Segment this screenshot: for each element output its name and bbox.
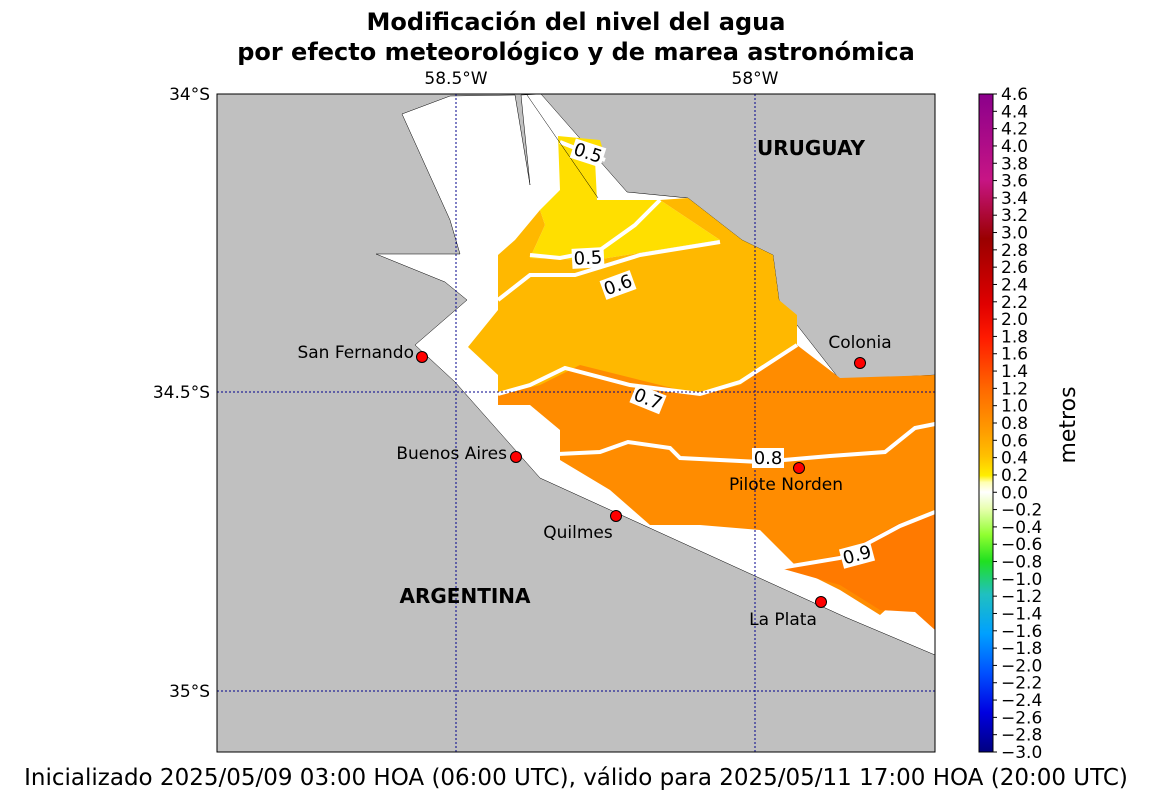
colorbar-tick-label: −0.2 bbox=[1001, 501, 1042, 521]
contour-label-bg bbox=[569, 138, 607, 168]
colorbar-tick-label: −0.8 bbox=[1001, 553, 1042, 573]
lon-tick-label: 58.5°W bbox=[424, 69, 487, 89]
colorbar-tick-label: −2.0 bbox=[1001, 656, 1042, 676]
colorbar-tick-label: 1.8 bbox=[1001, 327, 1028, 347]
place-label-san-fernando: San Fernando bbox=[297, 343, 414, 363]
colorbar-tick-label: 0.2 bbox=[1001, 466, 1028, 486]
lat-tick-label: 35°S bbox=[169, 682, 210, 702]
station-marker-colonia bbox=[854, 357, 866, 369]
colorbar-tick-label: 2.6 bbox=[1001, 258, 1028, 278]
station-marker-pilote-norden bbox=[793, 462, 805, 474]
colorbar-tick-label: 1.0 bbox=[1001, 397, 1028, 417]
band-0-7-to-0-9 bbox=[498, 345, 935, 615]
band-0-4-to-0-5 bbox=[530, 136, 720, 260]
colorbar-tick-label: 1.2 bbox=[1001, 379, 1028, 399]
colorbar-tick-label: 3.2 bbox=[1001, 206, 1028, 226]
colorbar-tick-label: −2.6 bbox=[1001, 708, 1042, 728]
station-marker-la-plata bbox=[815, 596, 827, 608]
colorbar-tick-label: −1.4 bbox=[1001, 604, 1042, 624]
colorbar-tick-label: −3.0 bbox=[1001, 743, 1042, 763]
colorbar-tick-label: 0.8 bbox=[1001, 414, 1028, 434]
colorbar-tick-label: −0.6 bbox=[1001, 535, 1042, 555]
place-label-quilmes: Quilmes bbox=[543, 523, 613, 543]
contour-line bbox=[497, 343, 799, 397]
colorbar-tick-label: 4.0 bbox=[1001, 137, 1028, 157]
colorbar-tick-label: 3.8 bbox=[1001, 154, 1028, 174]
colorbar-tick-label: 0.6 bbox=[1001, 431, 1028, 451]
station-markers bbox=[416, 351, 866, 608]
colorbar-tick-label: 2.0 bbox=[1001, 310, 1028, 330]
contour-line bbox=[496, 240, 721, 302]
station-marker-buenos-aires bbox=[510, 451, 522, 463]
colorbar bbox=[978, 93, 994, 753]
map-title-line1: Modificación del nivel del agua bbox=[366, 8, 786, 36]
colorbar-tick-label: 3.0 bbox=[1001, 224, 1028, 244]
colorbar-tick-label: 2.8 bbox=[1001, 241, 1028, 261]
lat-tick-label: 34.5°S bbox=[153, 383, 210, 403]
graticule bbox=[217, 94, 935, 752]
colorbar-tick-label: −1.2 bbox=[1001, 587, 1042, 607]
map-title-line2: por efecto meteorológico y de marea astr… bbox=[237, 38, 915, 66]
contour-label-bg bbox=[838, 541, 876, 569]
lat-tick-label: 34°S bbox=[169, 85, 210, 105]
country-label-uruguay: URUGUAY bbox=[757, 136, 865, 160]
colorbar-label: metros bbox=[1056, 386, 1081, 463]
colorbar-tick-label: 3.4 bbox=[1001, 189, 1028, 209]
colorbar-tick-label: −1.8 bbox=[1001, 639, 1042, 659]
band-0-9-to-1-0 bbox=[780, 512, 935, 630]
colorbar-tick-label: 4.4 bbox=[1001, 102, 1028, 122]
colorbar-tick-label: 0.0 bbox=[1001, 483, 1028, 503]
contour-label-bg bbox=[752, 448, 784, 468]
band-0-5-to-0-7 bbox=[468, 198, 797, 398]
contour-label-bg bbox=[571, 247, 605, 269]
contour-label-0-8: 0.8 bbox=[754, 448, 783, 469]
footer-validity: Inicializado 2025/05/09 03:00 HOA (06:00… bbox=[24, 765, 1128, 791]
contour-line bbox=[557, 422, 936, 465]
colorbar-tick-label: 4.6 bbox=[1001, 85, 1028, 105]
colorbar-tick-label: −1.6 bbox=[1001, 622, 1042, 642]
colorbar-tick-label: 1.4 bbox=[1001, 362, 1028, 382]
contour-label-0-5: 0.5 bbox=[573, 247, 603, 269]
station-marker-san-fernando bbox=[416, 351, 428, 363]
colorbar-tick-label: −2.4 bbox=[1001, 691, 1042, 711]
colorbar-tick-label: −0.4 bbox=[1001, 518, 1042, 538]
contour-label-bg bbox=[629, 383, 667, 415]
colorbar-tick-label: −2.2 bbox=[1001, 674, 1042, 694]
colorbar-tick-label: 2.4 bbox=[1001, 275, 1028, 295]
colorbar-tick-label: 2.2 bbox=[1001, 293, 1028, 313]
place-label-pilote-norden: Pilote Norden bbox=[729, 475, 843, 495]
colorbar-tick-label: 3.6 bbox=[1001, 172, 1028, 192]
colorbar-tick-label: 4.2 bbox=[1001, 120, 1028, 140]
place-label-la-plata: La Plata bbox=[749, 610, 817, 630]
lon-tick-label: 58°W bbox=[732, 69, 779, 89]
coastline bbox=[526, 94, 599, 199]
contour-labels: 0.5 0.5 0.6 0.7 0.8 0.9 bbox=[569, 138, 876, 569]
colorbar-tick-label: 0.4 bbox=[1001, 449, 1028, 469]
colorbar-tick-label: 1.6 bbox=[1001, 345, 1028, 365]
colorbar-tick-label: −1.0 bbox=[1001, 570, 1042, 590]
country-label-argentina: ARGENTINA bbox=[400, 584, 532, 608]
contour-label-bg bbox=[599, 270, 637, 300]
map-frame bbox=[216, 93, 936, 753]
colorbar-ticks: 4.64.44.24.03.83.63.43.23.02.82.62.42.22… bbox=[993, 85, 1042, 763]
place-label-buenos-aires: Buenos Aires bbox=[396, 444, 507, 464]
station-marker-quilmes bbox=[610, 510, 622, 522]
colorbar-tick-label: −2.8 bbox=[1001, 726, 1042, 746]
place-label-colonia: Colonia bbox=[828, 333, 891, 353]
